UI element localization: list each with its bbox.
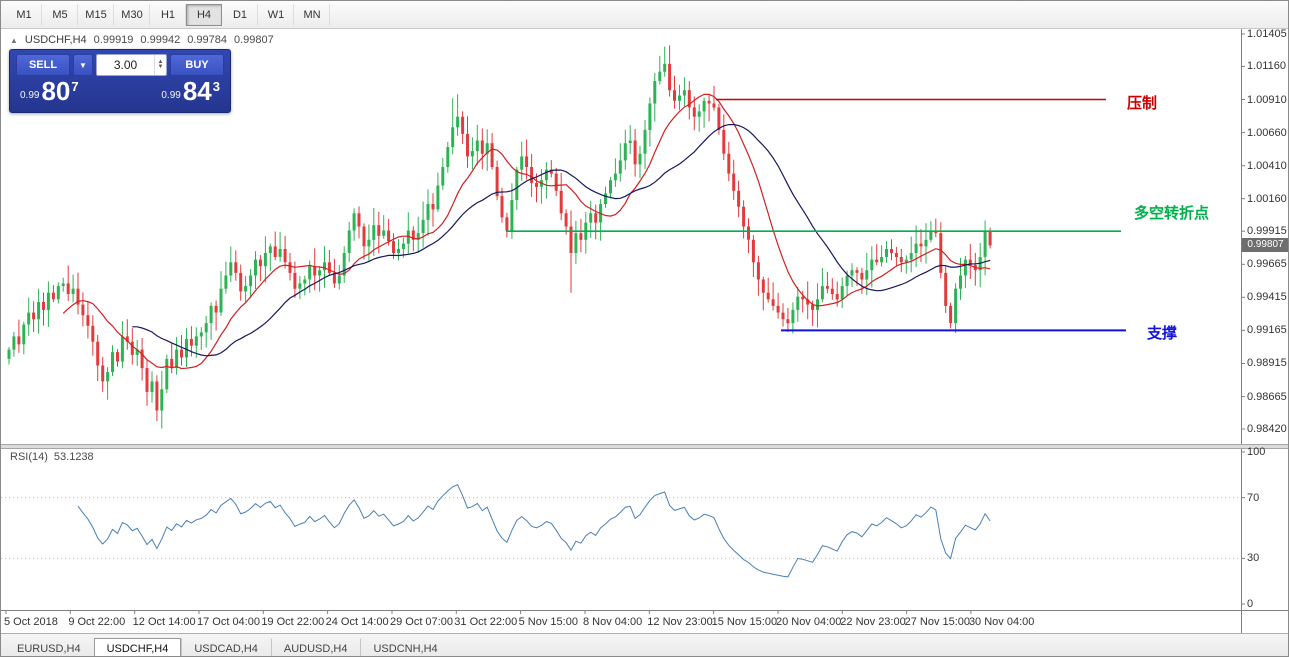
chart-tab-usdchf[interactable]: USDCHF,H4 <box>93 638 182 656</box>
one-click-toggle-icon[interactable]: ▲ <box>10 35 18 45</box>
price-axis-label: 1.00910 <box>1247 93 1287 106</box>
buy-price[interactable]: 0.99 84 3 <box>161 78 220 104</box>
rsi-value: 53.1238 <box>53 451 94 463</box>
time-axis-label: 29 Oct 07:00 <box>389 616 453 628</box>
chart-tab-bar: EURUSD,H4 USDCHF,H4 USDCAD,H4 AUDUSD,H4 USDC… <box>1 633 1288 656</box>
chart-tab-audusd[interactable]: AUDUSD,H4 <box>270 638 361 656</box>
rsi-axis-label: 70 <box>1247 491 1260 504</box>
sell-price-prefix: 0.99 <box>20 90 40 101</box>
support-label[interactable]: 支撑 <box>1147 324 1178 343</box>
time-axis-label: 27 Nov 15:00 <box>904 616 971 628</box>
price-axis-label: 1.00660 <box>1247 126 1287 139</box>
time-scale-divider <box>1 610 1288 611</box>
sell-price-big: 80 <box>41 76 71 106</box>
timeframe-h4-button[interactable]: H4 <box>186 3 222 26</box>
pivot-label[interactable]: 多空转折点 <box>1134 204 1210 223</box>
chart-tab-usdcnh[interactable]: USDCNH,H4 <box>360 638 450 656</box>
price-axis-label: 1.01405 <box>1247 28 1287 40</box>
price-axis-label: 1.00160 <box>1247 192 1287 205</box>
price-axis-label: 1.00410 <box>1247 159 1287 172</box>
chart-title: ▲ USDCHF,H4 0.99919 0.99942 0.99784 0.99… <box>10 34 274 46</box>
time-axis-label: 31 Oct 22:00 <box>454 616 518 628</box>
buy-button[interactable]: BUY <box>170 54 224 76</box>
resistance-label[interactable]: 压制 <box>1127 93 1158 112</box>
price-axis-label: 0.99415 <box>1247 291 1287 304</box>
lot-size-field[interactable]: 3.00 ▲ ▼ <box>96 54 167 76</box>
timeframe-mn-button[interactable]: MN <box>294 3 330 26</box>
time-axis-label: 8 Nov 04:00 <box>582 616 643 628</box>
timeframe-d1-button[interactable]: D1 <box>222 3 258 26</box>
buy-price-sup: 3 <box>212 79 220 94</box>
price-axis-label: 0.98665 <box>1247 390 1287 403</box>
price-axis-label: 0.98420 <box>1247 423 1287 435</box>
rsi-axis-label: 30 <box>1247 552 1260 565</box>
sell-button[interactable]: SELL <box>16 54 70 76</box>
indicator-window-splitter[interactable] <box>1 444 1288 449</box>
spin-up-icon[interactable]: ▲ <box>157 59 164 65</box>
price-axis-label: 0.98915 <box>1247 357 1287 370</box>
order-type-dropdown[interactable]: ▼ <box>73 54 93 76</box>
spin-down-icon[interactable]: ▼ <box>157 64 164 70</box>
ohlc-close: 0.99807 <box>233 34 274 46</box>
current-price-tag: 0.99807 <box>1242 238 1288 253</box>
rsi-caption: RSI(14) 53.1238 <box>10 451 94 463</box>
timeframe-toolbar: M1 M5 M15 M30 H1 H4 D1 W1 MN <box>1 1 1288 29</box>
timeframe-h1-button[interactable]: H1 <box>150 3 186 26</box>
timeframe-m1-button[interactable]: M1 <box>6 3 42 26</box>
price-axis-label: 0.99665 <box>1247 258 1287 271</box>
time-axis-label: 9 Oct 22:00 <box>68 616 126 628</box>
time-axis-label: 12 Nov 23:00 <box>647 616 713 628</box>
time-axis-label: 5 Nov 15:00 <box>518 616 578 628</box>
time-axis-label: 5 Oct 2018 <box>4 616 58 628</box>
ohlc-open: 0.99919 <box>93 34 134 46</box>
timeframe-m15-button[interactable]: M15 <box>78 3 114 26</box>
price-scale-divider[interactable] <box>1241 29 1242 633</box>
time-axis-label: 19 Oct 22:00 <box>261 616 325 628</box>
time-axis-label: 15 Nov 15:00 <box>711 616 778 628</box>
time-axis-label: 30 Nov 04:00 <box>968 616 1035 628</box>
ohlc-high: 0.99942 <box>140 34 181 46</box>
rsi-axis-label: 0 <box>1247 598 1254 610</box>
chart-tab-usdcad[interactable]: USDCAD,H4 <box>181 638 271 656</box>
timeframe-m30-button[interactable]: M30 <box>114 3 150 26</box>
price-axis-label: 1.01160 <box>1247 60 1286 73</box>
rsi-label: RSI(14) <box>10 451 48 463</box>
buy-price-prefix: 0.99 <box>161 90 181 101</box>
price-axis-label: 0.99915 <box>1247 225 1287 238</box>
time-axis-label: 20 Nov 04:00 <box>775 616 842 628</box>
price-axis-label: 0.99165 <box>1247 324 1287 337</box>
chart-tab-eurusd[interactable]: EURUSD,H4 <box>17 642 81 655</box>
lot-size-value[interactable]: 3.00 <box>113 58 138 72</box>
timeframe-w1-button[interactable]: W1 <box>258 3 294 26</box>
sell-price[interactable]: 0.99 80 7 <box>20 78 79 104</box>
timeframe-m5-button[interactable]: M5 <box>42 3 78 26</box>
time-axis-label: 17 Oct 04:00 <box>196 616 260 628</box>
ohlc-low: 0.99784 <box>187 34 227 46</box>
buy-price-big: 84 <box>182 76 212 106</box>
one-click-trading-panel: SELL ▼ 3.00 ▲ ▼ BUY 0.99 80 7 0.99 84 3 <box>9 49 231 113</box>
time-axis-label: 24 Oct 14:00 <box>325 616 389 628</box>
time-axis-label: 12 Oct 14:00 <box>132 616 196 628</box>
time-axis-label: 22 Nov 23:00 <box>840 616 906 628</box>
symbol-period-label: USDCHF,H4 <box>24 34 87 46</box>
lot-size-spinner[interactable]: ▲ ▼ <box>154 55 166 75</box>
sell-price-sup: 7 <box>71 79 79 94</box>
